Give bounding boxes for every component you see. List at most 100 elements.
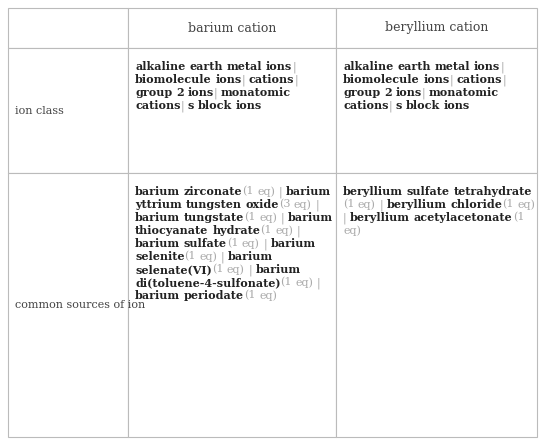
Text: biomolecule: biomolecule: [343, 74, 420, 85]
Text: metal: metal: [227, 61, 262, 73]
Text: barium: barium: [135, 239, 180, 249]
Text: eq): eq): [257, 186, 275, 197]
Text: alkaline: alkaline: [343, 61, 393, 73]
Text: tungsten: tungsten: [186, 199, 241, 210]
Text: eq): eq): [259, 212, 277, 223]
Text: (1: (1: [343, 199, 354, 210]
Text: ions: ions: [187, 87, 214, 98]
Text: ions: ions: [236, 101, 262, 111]
Text: eq): eq): [295, 277, 313, 288]
Text: ion class: ion class: [15, 105, 64, 116]
Text: (1: (1: [502, 199, 514, 210]
Bar: [8, 173, 128, 437]
Bar: [8, 8, 128, 48]
Text: biomolecule: biomolecule: [135, 74, 211, 85]
Text: eq): eq): [275, 226, 293, 236]
Text: hydrate: hydrate: [212, 226, 260, 236]
Bar: [336, 48, 537, 173]
Text: (1: (1: [212, 264, 223, 275]
Text: acetylacetonate: acetylacetonate: [414, 212, 513, 223]
Text: barium: barium: [255, 264, 300, 275]
Text: barium: barium: [135, 291, 180, 301]
Text: thiocyanate: thiocyanate: [135, 226, 208, 236]
Text: barium: barium: [135, 212, 180, 223]
Text: periodate: periodate: [184, 291, 244, 301]
Text: |: |: [315, 199, 319, 211]
Text: (1: (1: [244, 212, 256, 222]
Text: beryllium: beryllium: [343, 186, 403, 198]
Text: |: |: [379, 199, 383, 211]
Text: eq): eq): [259, 291, 277, 301]
Text: eq): eq): [343, 226, 361, 236]
Text: (1: (1: [243, 186, 254, 197]
Text: oxide: oxide: [245, 199, 279, 210]
Text: eq): eq): [242, 239, 260, 249]
Text: earth: earth: [189, 61, 222, 73]
Text: |: |: [389, 101, 392, 112]
Text: |: |: [317, 277, 320, 289]
Text: ions: ions: [444, 101, 470, 111]
Text: common sources of ion: common sources of ion: [15, 300, 146, 310]
Text: |: |: [279, 186, 282, 198]
Text: block: block: [406, 101, 440, 111]
Text: (1: (1: [513, 212, 524, 222]
Text: monatomic: monatomic: [221, 87, 291, 98]
Text: |: |: [281, 212, 284, 224]
Text: beryllium cation: beryllium cation: [385, 21, 488, 35]
Text: (1: (1: [281, 277, 292, 288]
Text: alkaline: alkaline: [135, 61, 185, 73]
Text: (3: (3: [279, 199, 290, 210]
Text: barium cation: barium cation: [188, 21, 276, 35]
Text: cations: cations: [343, 101, 389, 111]
Bar: [336, 8, 537, 48]
Text: (1: (1: [260, 226, 271, 236]
Text: 2: 2: [384, 87, 392, 98]
Text: |: |: [248, 264, 252, 276]
Text: ions: ions: [215, 74, 242, 85]
Text: |: |: [292, 61, 296, 73]
Text: barium: barium: [288, 212, 333, 223]
Bar: [8, 48, 128, 173]
Text: ions: ions: [266, 61, 292, 73]
Text: |: |: [502, 74, 506, 86]
Text: monatomic: monatomic: [429, 87, 499, 98]
Text: |: |: [221, 251, 225, 263]
Text: |: |: [296, 226, 300, 237]
Text: tungstate: tungstate: [184, 212, 244, 223]
Bar: [128, 173, 336, 437]
Text: s: s: [396, 101, 402, 111]
Text: 2: 2: [176, 87, 184, 98]
Text: eq): eq): [358, 199, 376, 210]
Text: |: |: [294, 74, 298, 86]
Text: eq): eq): [294, 199, 312, 210]
Text: selenate(VI): selenate(VI): [135, 264, 212, 275]
Text: (1: (1: [244, 291, 256, 301]
Text: barium: barium: [228, 251, 273, 263]
Text: ions: ions: [423, 74, 450, 85]
Text: cations: cations: [457, 74, 502, 85]
Text: ions: ions: [396, 87, 422, 98]
Bar: [128, 8, 336, 48]
Text: barium: barium: [270, 239, 316, 249]
Text: |: |: [500, 61, 504, 73]
Text: group: group: [135, 87, 172, 98]
Text: (1: (1: [227, 239, 239, 249]
Text: zirconate: zirconate: [184, 186, 243, 198]
Text: group: group: [343, 87, 380, 98]
Text: eq): eq): [227, 264, 245, 275]
Text: earth: earth: [397, 61, 431, 73]
Text: metal: metal: [434, 61, 470, 73]
Text: cations: cations: [249, 74, 294, 85]
Text: |: |: [214, 87, 217, 99]
Text: sulfate: sulfate: [184, 239, 227, 249]
Text: block: block: [198, 101, 232, 111]
Text: beryllium: beryllium: [350, 212, 410, 223]
Text: eq): eq): [199, 251, 217, 262]
Text: barium: barium: [135, 186, 180, 198]
Text: beryllium: beryllium: [386, 199, 446, 210]
Text: |: |: [422, 87, 426, 99]
Text: |: |: [242, 74, 245, 86]
Text: tetrahydrate: tetrahydrate: [454, 186, 532, 198]
Text: |: |: [450, 74, 453, 86]
Text: chloride: chloride: [450, 199, 502, 210]
